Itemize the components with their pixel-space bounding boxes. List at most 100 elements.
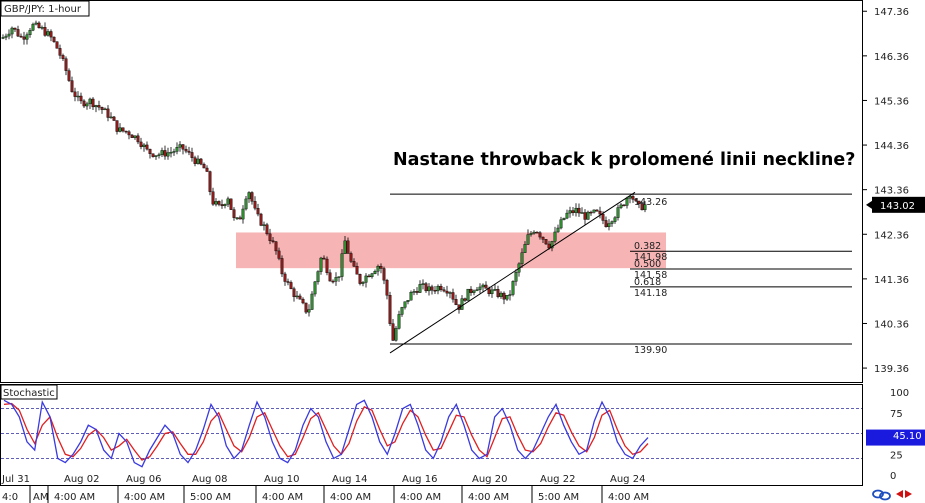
candle-body bbox=[442, 289, 446, 292]
candle-body bbox=[154, 155, 158, 157]
candle-body bbox=[496, 289, 500, 297]
date-label: Aug 20 bbox=[472, 474, 507, 485]
candle-body bbox=[310, 293, 314, 310]
price-tick-label: 142.36 bbox=[874, 230, 909, 241]
link-icon[interactable] bbox=[872, 489, 891, 501]
neckline-trendline[interactable] bbox=[389, 191, 636, 354]
candle-body bbox=[628, 196, 632, 199]
candle-body bbox=[256, 207, 260, 215]
candle-body bbox=[82, 100, 86, 107]
candle-body bbox=[193, 157, 197, 164]
candle-body bbox=[364, 275, 368, 283]
candle-body bbox=[388, 295, 392, 324]
candle-body bbox=[454, 299, 458, 305]
candle-body bbox=[133, 135, 137, 138]
candle-body bbox=[253, 201, 257, 209]
candle-body bbox=[289, 282, 293, 289]
stochastic-k-line bbox=[3, 399, 649, 468]
candle-body bbox=[127, 131, 131, 136]
stochastic-tick-label: 25 bbox=[890, 450, 903, 461]
stochastic-tick-label: 0 bbox=[890, 471, 896, 482]
candle-body bbox=[313, 281, 317, 295]
price-tick-label: 140.36 bbox=[874, 319, 909, 330]
candle-body bbox=[514, 272, 518, 282]
time-label: 4:00 AM bbox=[124, 492, 165, 503]
candle-body bbox=[487, 288, 491, 295]
candle-body bbox=[37, 22, 41, 29]
arrows-icon[interactable] bbox=[896, 490, 912, 498]
candle-body bbox=[76, 95, 80, 98]
candle-body bbox=[175, 147, 179, 152]
candle-body bbox=[316, 271, 320, 283]
candle-body bbox=[415, 291, 419, 293]
candle-body bbox=[106, 108, 110, 118]
price-tick-label: 146.36 bbox=[874, 52, 909, 63]
candle-body bbox=[190, 152, 194, 158]
candle-body bbox=[232, 209, 236, 218]
candle-body bbox=[145, 144, 149, 150]
candle-body bbox=[373, 271, 377, 274]
candle-body bbox=[40, 27, 44, 29]
candle-body bbox=[574, 207, 578, 213]
candle-body bbox=[334, 277, 338, 282]
candle-body bbox=[469, 288, 473, 293]
candle-body bbox=[235, 217, 239, 219]
candle-body bbox=[367, 275, 371, 278]
time-label: 4:00 AM bbox=[54, 492, 95, 503]
candle-body bbox=[433, 290, 437, 292]
candle-body bbox=[502, 292, 506, 300]
candle-body bbox=[112, 116, 116, 121]
candle-body bbox=[535, 231, 539, 234]
annotation-text: Nastane throwback k prolomené linii neck… bbox=[393, 150, 855, 170]
candle-body bbox=[16, 29, 20, 37]
candle-body bbox=[79, 95, 83, 102]
candle-body bbox=[322, 257, 326, 260]
time-label: 4:00 AM bbox=[262, 492, 303, 503]
candle-body bbox=[28, 30, 32, 36]
price-axis: 147.36 146.36 145.36 144.36 143.36 142.36 141.… bbox=[862, 7, 909, 375]
candle-body bbox=[340, 253, 344, 277]
candle-body bbox=[100, 107, 104, 110]
candle-body bbox=[421, 283, 425, 285]
candle-body bbox=[571, 210, 575, 213]
candle-body bbox=[238, 217, 242, 220]
candle-body bbox=[625, 197, 629, 206]
candle-body bbox=[370, 273, 374, 278]
candle-body bbox=[286, 281, 290, 283]
date-label: Aug 10 bbox=[264, 474, 299, 485]
candle-body bbox=[325, 258, 329, 273]
stochastic-current-value: 45.10 bbox=[893, 431, 922, 442]
candle-body bbox=[67, 70, 71, 81]
candle-body bbox=[550, 241, 554, 249]
candle-body bbox=[88, 98, 92, 105]
date-label: Aug 24 bbox=[610, 474, 645, 485]
candle-body bbox=[379, 265, 383, 269]
candle-body bbox=[598, 210, 602, 215]
symbol-label-box bbox=[0, 0, 90, 17]
candle-body bbox=[610, 221, 614, 224]
candle-body bbox=[283, 273, 287, 282]
candle-body bbox=[484, 284, 488, 289]
candle-body bbox=[94, 105, 98, 108]
date-label: Aug 08 bbox=[192, 474, 227, 485]
time-label: 5:00 AM bbox=[538, 492, 579, 503]
candle-body bbox=[460, 298, 464, 310]
time-label-fragment: AM bbox=[33, 492, 48, 503]
candle-body bbox=[196, 158, 200, 164]
candle-body bbox=[247, 192, 251, 200]
stochastic-panel-frame bbox=[0, 384, 863, 486]
candle-body bbox=[592, 209, 596, 213]
candle-body bbox=[34, 22, 38, 25]
time-axis: Jul 31 Aug 02 Aug 06 Aug 08 Aug 10 Aug 14 Aug … bbox=[1, 474, 649, 503]
candle-body bbox=[274, 241, 278, 252]
resistance-zone bbox=[236, 232, 666, 269]
candle-body bbox=[70, 80, 74, 93]
date-label: Aug 22 bbox=[540, 474, 575, 485]
candle-body bbox=[142, 144, 146, 147]
candle-body bbox=[49, 31, 53, 38]
candle-body bbox=[277, 250, 281, 259]
candle-body bbox=[493, 289, 497, 291]
candle-body bbox=[436, 285, 440, 292]
time-label: 4:00 AM bbox=[468, 492, 509, 503]
date-label: Aug 06 bbox=[126, 474, 161, 485]
